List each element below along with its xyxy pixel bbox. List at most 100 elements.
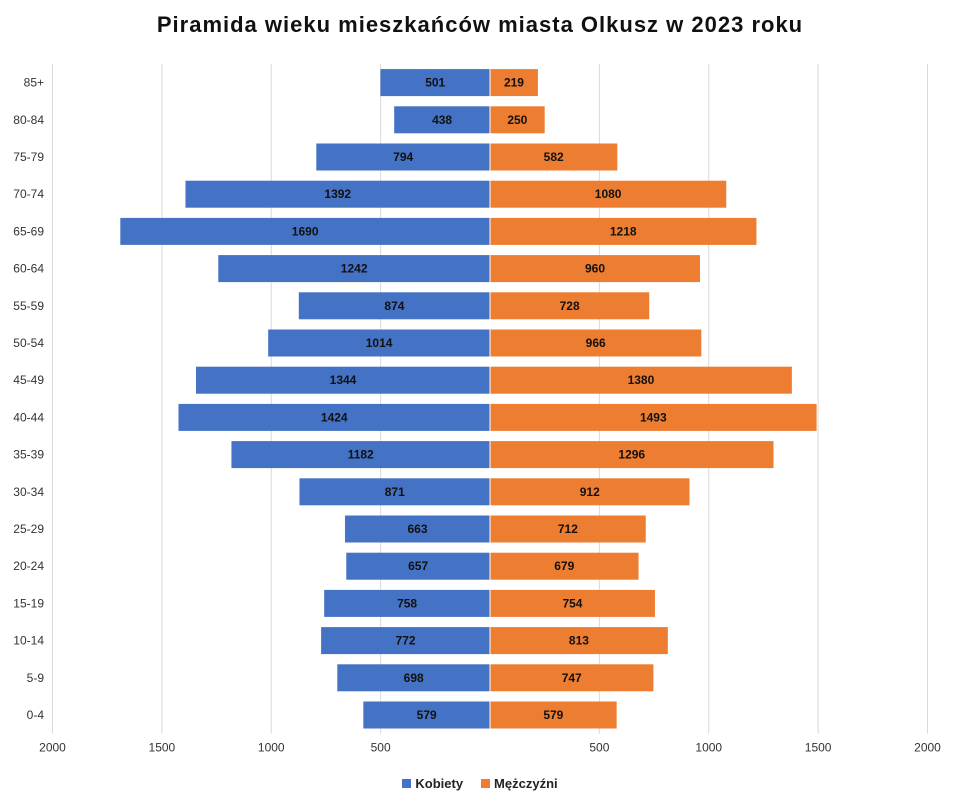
legend-label-men: Mężczyźni [494,776,558,791]
bar-label-men: 813 [569,634,589,648]
bar-label-men: 912 [580,485,600,499]
y-category-label: 80-84 [13,113,44,127]
y-category-label: 0-4 [27,708,45,722]
bar-label-men: 960 [585,262,605,276]
y-category-label: 85+ [24,76,44,90]
bar-label-women: 1424 [321,410,348,424]
y-category-label: 30-34 [13,485,44,499]
bar-label-women: 1242 [341,262,368,276]
bar-men [490,217,757,245]
bar-label-men: 754 [562,596,582,610]
bar-women [337,664,490,692]
y-category-label: 40-44 [13,410,44,424]
bar-label-men: 1218 [610,224,637,238]
bar-label-men: 219 [504,76,524,90]
bar-label-women: 1014 [366,336,393,350]
bar-men [490,627,668,655]
bar-label-men: 712 [558,522,578,536]
bar-men [490,106,545,134]
x-tick-label: 2000 [39,741,66,755]
bar-men [490,292,650,320]
bar-men [490,701,617,729]
bar-women [268,329,490,357]
bar-men [490,664,654,692]
bar-label-men: 1493 [640,410,667,424]
x-tick-label: 500 [589,741,609,755]
bar-women [324,589,490,617]
bar-women [120,217,490,245]
bar-men [490,441,774,469]
bar-men [490,366,792,394]
bar-women [196,366,490,394]
bar-women [316,143,490,171]
bar-label-women: 871 [385,485,405,499]
bar-label-men: 728 [560,299,580,313]
bar-men [490,552,639,580]
y-category-label: 65-69 [13,224,44,238]
y-category-label: 10-14 [13,634,44,648]
y-category-label: 25-29 [13,522,44,536]
bar-label-men: 579 [543,708,563,722]
bar-women [344,515,490,543]
y-category-label: 20-24 [13,559,44,573]
bar-label-men: 250 [507,113,527,127]
y-category-label: 15-19 [13,596,44,610]
bar-label-women: 657 [408,559,428,573]
bar-label-men: 1380 [628,373,655,387]
bar-label-men: 679 [554,559,574,573]
bar-label-men: 582 [544,150,564,164]
bar-men [490,329,702,357]
bar-women [298,292,490,320]
legend-swatch-women [402,779,412,788]
y-category-label: 50-54 [13,336,44,350]
bar-label-women: 501 [425,76,445,90]
bar-label-women: 438 [432,113,452,127]
bar-men [490,478,690,506]
bar-label-men: 966 [586,336,606,350]
x-tick-label: 1000 [258,741,285,755]
bar-label-women: 1182 [348,448,374,462]
bar-men [490,255,700,283]
bar-women [218,255,490,283]
y-category-label: 60-64 [13,262,44,276]
legend-label-women: Kobiety [415,776,464,791]
bar-label-women: 794 [393,150,413,164]
chart-title: Piramida wieku mieszkańców miasta Olkusz… [156,12,804,37]
legend-item-men: Mężczyźni [481,776,558,791]
x-tick-label: 2000 [914,741,941,755]
x-tick-label: 1500 [805,741,832,755]
bar-women [380,69,490,97]
bar-men [490,515,646,543]
bar-women [394,106,490,134]
bar-men [490,180,727,208]
y-category-label: 55-59 [13,299,44,313]
legend-swatch-men [481,779,491,788]
bar-label-women: 1690 [292,224,319,238]
bar-women [321,627,490,655]
bar-men [490,69,538,97]
bar-label-women: 698 [404,671,424,685]
x-tick-label: 1500 [149,741,176,755]
y-category-label: 35-39 [13,448,44,462]
bar-women [346,552,490,580]
bar-women [231,441,490,469]
legend-item-women: Kobiety [402,776,463,791]
bar-label-women: 1392 [324,187,351,201]
bar-label-women: 758 [397,596,417,610]
bar-women [363,701,490,729]
bar-men [490,403,817,431]
bar-label-women: 1344 [330,373,357,387]
x-tick-label: 1000 [695,741,722,755]
y-category-label: 75-79 [13,150,44,164]
bar-label-men: 747 [562,671,582,685]
bar-women [299,478,490,506]
x-tick-label: 500 [371,741,391,755]
legend: Kobiety Mężczyźni [0,776,960,791]
bar-women [185,180,490,208]
bar-label-women: 874 [384,299,404,313]
y-category-label: 70-74 [13,187,44,201]
bar-label-women: 579 [417,708,437,722]
bar-women [178,403,490,431]
bar-label-men: 1296 [618,448,645,462]
